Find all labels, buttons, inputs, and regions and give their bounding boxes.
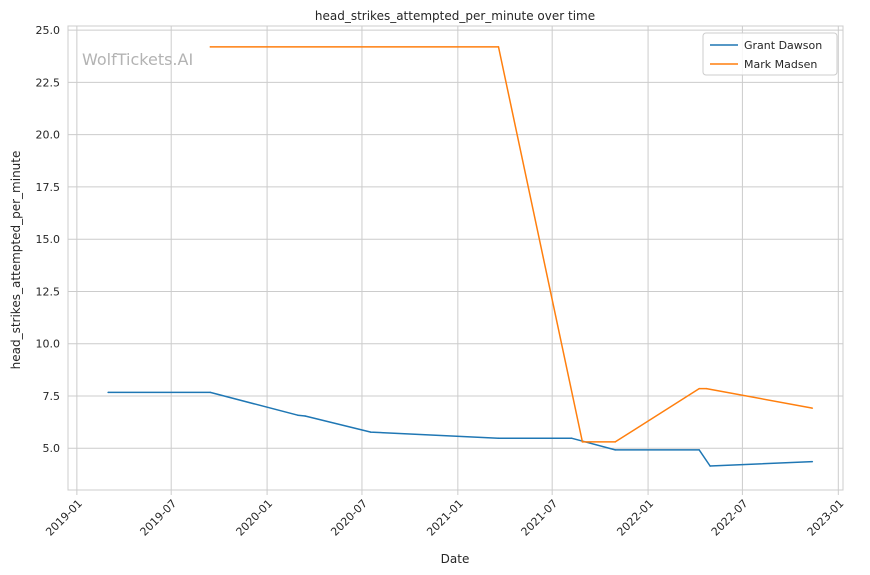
data-point-grant-dawson (304, 415, 306, 417)
data-point-grant-dawson (570, 437, 573, 439)
data-point-grant-dawson (698, 449, 700, 451)
data-point-mark-madsen (705, 387, 708, 390)
x-tick-label: 2023-01 (805, 497, 847, 539)
series-lines (107, 46, 814, 467)
x-tick-label: 2022-07 (709, 497, 751, 539)
y-tick-label: 25.0 (36, 24, 61, 37)
legend-label-grant-dawson: Grant Dawson (744, 39, 822, 52)
data-point-grant-dawson (297, 414, 299, 416)
legend: Grant Dawson Mark Madsen (702, 32, 838, 76)
y-tick-label: 17.5 (36, 181, 61, 194)
data-point-mark-madsen (497, 46, 500, 48)
x-tick-label: 2022-01 (615, 497, 657, 539)
x-tick-label: 2019-01 (43, 497, 85, 539)
y-tick-label: 20.0 (36, 129, 61, 142)
y-tick-label: 5.0 (43, 442, 61, 455)
data-point-grant-dawson (370, 431, 372, 433)
x-tick-label: 2019-07 (138, 497, 180, 539)
y-tick-label: 7.5 (43, 390, 61, 403)
plot-frame (67, 25, 844, 491)
legend-label-mark-madsen: Mark Madsen (744, 58, 817, 71)
data-point-grant-dawson (811, 460, 814, 463)
data-point-grant-dawson (209, 391, 212, 394)
data-point-mark-madsen (811, 407, 814, 409)
x-axis-label: Date (441, 552, 470, 566)
data-point-grant-dawson (497, 437, 500, 439)
x-tick-label: 2021-07 (519, 497, 561, 539)
data-point-grant-dawson (709, 465, 711, 467)
data-point-mark-madsen (614, 441, 616, 443)
y-axis-label: head_strikes_attempted_per_minute (9, 151, 23, 370)
data-point-mark-madsen (698, 387, 700, 390)
data-point-grant-dawson (107, 391, 109, 394)
grid-lines (68, 26, 843, 490)
data-point-grant-dawson (614, 449, 616, 451)
x-tick-label: 2020-07 (328, 497, 370, 539)
watermark: WolfTickets.AI (82, 50, 193, 69)
y-tick-label: 22.5 (36, 76, 61, 89)
y-tick-label: 15.0 (36, 233, 61, 246)
x-tick-label: 2021-01 (424, 497, 466, 539)
y-tick-label: 12.5 (36, 285, 61, 298)
x-tick-label: 2020-01 (234, 497, 276, 539)
y-tick-label: 10.0 (36, 338, 61, 351)
data-point-mark-madsen (581, 441, 584, 443)
data-point-mark-madsen (209, 46, 212, 48)
plot-background (68, 26, 843, 490)
chart-title: head_strikes_attempted_per_minute over t… (315, 9, 595, 23)
